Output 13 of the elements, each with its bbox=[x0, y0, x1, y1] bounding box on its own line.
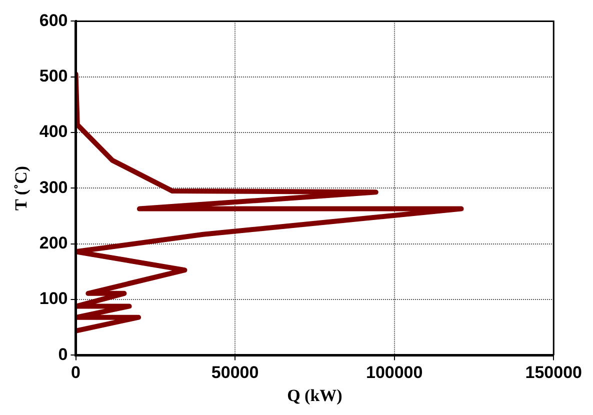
y-axis-title: T (˚C) bbox=[12, 166, 31, 210]
y-tick-label: 500 bbox=[39, 66, 68, 86]
y-tick-label: 600 bbox=[39, 10, 68, 30]
x-axis-title: Q (kW) bbox=[287, 386, 342, 406]
y-tick-label: 300 bbox=[39, 178, 68, 197]
x-tick-label: 0 bbox=[71, 363, 80, 382]
x-tick-label: 100000 bbox=[366, 363, 423, 382]
x-tick-label: 150000 bbox=[525, 363, 582, 382]
y-tick-label: 100 bbox=[39, 289, 68, 308]
y-tick-label: 400 bbox=[39, 122, 68, 142]
y-tick-label: 200 bbox=[39, 234, 68, 253]
x-tick-label: 50000 bbox=[211, 363, 259, 382]
y-tick-label: 0 bbox=[58, 344, 68, 364]
